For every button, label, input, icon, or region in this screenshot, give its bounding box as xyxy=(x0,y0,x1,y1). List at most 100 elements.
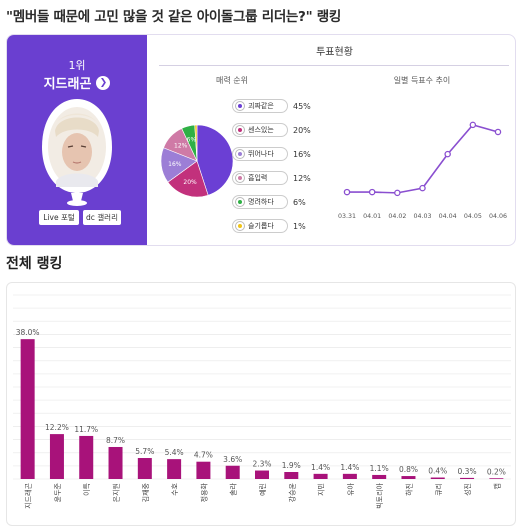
ranking-bar[interactable] xyxy=(137,458,152,479)
bar-value-label: 5.7% xyxy=(135,447,154,456)
legend-pill[interactable]: 뛰어나다 xyxy=(232,147,288,161)
live-portal-button[interactable]: Live 포털 xyxy=(39,210,79,225)
bar-value-label: 2.3% xyxy=(252,460,271,469)
bar-category-label: 예린 xyxy=(258,483,267,496)
line-point xyxy=(394,189,401,197)
bar-category-label: 하진 xyxy=(404,483,413,496)
ranking-bar[interactable] xyxy=(225,465,240,479)
vote-status-title: 투표현황 xyxy=(316,47,353,58)
ranking-bar-chart: 38.0% 지드래곤 12.2% 윤두준 11.7% 이특 8.7% 은지원 5.7% 김재중 5.… xyxy=(13,294,511,509)
ranking-bar[interactable] xyxy=(284,472,299,479)
bar-category-label: 은지원 xyxy=(112,483,121,502)
legend-item[interactable]: 뛰어나다 16% xyxy=(232,146,311,162)
bar-value-label: 0.3% xyxy=(458,467,477,476)
line-point xyxy=(494,128,502,136)
bar-category-label: 이특 xyxy=(82,482,91,495)
ranking-bar[interactable] xyxy=(430,477,445,479)
legend-label: 명려하다 xyxy=(248,198,274,206)
legend-pill[interactable]: 괴짜같은 xyxy=(232,99,288,113)
legend-percent: 16% xyxy=(293,149,311,159)
bar-value-label: 1.4% xyxy=(311,463,330,472)
line-x-tick: 04.05 xyxy=(464,213,482,220)
ranking-bar[interactable] xyxy=(489,478,504,479)
ranking-bar[interactable] xyxy=(167,459,182,479)
legend-label: 슬기롭다 xyxy=(248,222,274,230)
bar-value-label: 1.9% xyxy=(282,461,301,470)
bar-value-label: 38.0% xyxy=(16,328,40,337)
ranking-bar[interactable] xyxy=(460,477,475,479)
legend-item[interactable]: 슬기롭다 1% xyxy=(232,218,306,234)
dc-gallery-button[interactable]: dc 갤러리 xyxy=(83,210,121,225)
bar-category-label: 캡 xyxy=(493,483,501,489)
winner-name-row[interactable]: 지드래곤 ❯ xyxy=(7,73,147,92)
ranking-bar[interactable] xyxy=(372,474,387,479)
legend-pill[interactable]: 흡입력 xyxy=(232,171,288,185)
legend-label: 센스있는 xyxy=(248,126,274,134)
bar-value-label: 12.2% xyxy=(45,423,69,432)
line-series xyxy=(347,123,499,194)
ranking-panel: 38.0% 지드래곤 12.2% 윤두준 11.7% 이특 8.7% 은지원 5.7% 김재중 5.… xyxy=(6,282,516,526)
mirror-frame-portrait xyxy=(38,97,116,207)
legend-pill[interactable]: 센스있는 xyxy=(232,123,288,137)
ranking-bar[interactable] xyxy=(79,435,94,479)
bar-value-label: 3.6% xyxy=(223,455,242,464)
bar-value-label: 0.8% xyxy=(399,465,418,474)
arrow-right-icon[interactable]: ❯ xyxy=(96,75,111,90)
line-x-tick: 04.06 xyxy=(489,213,507,220)
ranking-bar[interactable] xyxy=(401,476,416,479)
bar-value-label: 0.2% xyxy=(487,467,506,476)
bar-value-label: 0.4% xyxy=(428,467,447,476)
bar-category-label: 큐리 xyxy=(434,483,443,496)
pie-slice-label: 16% xyxy=(168,161,182,168)
bar-category-label: 솔라 xyxy=(229,482,238,495)
bar-value-label: 4.7% xyxy=(194,451,213,460)
daily-votes-line-chart: 03.31 04.01 04.02 04.03 04.04 04.05 04.06 xyxy=(335,105,510,225)
page-title: "멤버들 때문에 고민 많을 것 같은 아이돌그룹 리더는?" 랭킹 xyxy=(6,9,341,25)
legend-label: 뛰어나다 xyxy=(248,150,274,158)
legend-item[interactable]: 명려하다 6% xyxy=(232,194,306,210)
line-point xyxy=(343,188,351,196)
legend-label: 괴짜같은 xyxy=(248,102,274,110)
ranking-bar[interactable] xyxy=(342,473,357,479)
ranking-bar[interactable] xyxy=(255,470,269,479)
winner-name[interactable]: 지드래곤 xyxy=(43,77,92,92)
ranking-bar[interactable] xyxy=(108,446,123,479)
legend-label: 흡입력 xyxy=(248,174,268,182)
legend-percent: 1% xyxy=(293,221,306,231)
line-point xyxy=(469,121,477,129)
ranking-bar[interactable] xyxy=(20,339,35,479)
legend-percent: 45% xyxy=(293,101,311,111)
line-point xyxy=(419,184,426,192)
vote-status-panel: 1위 지드래곤 ❯ Live 포털 dc 갤러리 투표현황 매력 순위 일별 득… xyxy=(6,34,516,246)
ranking-section-title: 전체 랭킹 xyxy=(6,256,63,272)
daily-votes-title: 일별 득표수 추이 xyxy=(393,76,451,85)
bar-category-label: 윤두준 xyxy=(54,482,62,502)
bar-value-label: 1.1% xyxy=(370,464,389,473)
line-point xyxy=(444,150,451,158)
line-x-tick: 04.01 xyxy=(363,213,381,220)
legend-pill[interactable]: 명려하다 xyxy=(232,195,288,209)
winner-rank: 1위 xyxy=(68,59,86,72)
line-x-tick: 04.04 xyxy=(439,213,457,220)
bar-value-label: 8.7% xyxy=(106,436,125,445)
pie-slice xyxy=(194,124,198,162)
ranking-bar[interactable] xyxy=(313,473,328,479)
legend-item[interactable]: 괴짜같은 45% xyxy=(232,98,311,114)
bar-category-label: 지민 xyxy=(317,483,326,496)
legend-dot-icon xyxy=(236,198,244,206)
bar-value-label: 5.4% xyxy=(165,448,184,457)
bar-category-label: 수호 xyxy=(171,482,179,495)
pie-slice-label: 20% xyxy=(183,179,197,186)
legend-item[interactable]: 흡입력 12% xyxy=(232,170,311,186)
bar-category-label: 지드래곤 xyxy=(24,482,33,508)
winner-card[interactable]: 1위 지드래곤 ❯ Live 포털 dc 갤러리 xyxy=(7,35,147,245)
ranking-bar[interactable] xyxy=(196,461,211,479)
ranking-bar[interactable] xyxy=(49,434,64,479)
legend-pill[interactable]: 슬기롭다 xyxy=(232,219,288,233)
bar-category-label: 빅토리아 xyxy=(375,482,384,508)
legend-item[interactable]: 센스있는 20% xyxy=(232,122,311,138)
legend-dot-icon xyxy=(236,222,244,230)
bar-value-label: 1.4% xyxy=(340,463,359,472)
pie-slice xyxy=(167,160,209,198)
legend-percent: 12% xyxy=(293,173,311,183)
